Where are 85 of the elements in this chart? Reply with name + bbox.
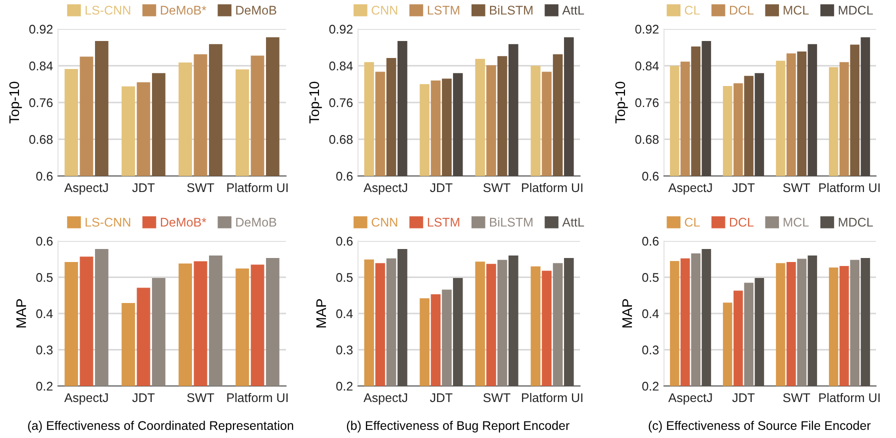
x-tick-label: SWT bbox=[783, 183, 810, 192]
y-tick-label: 0.84 bbox=[329, 62, 353, 70]
y-axis-title: Top-10 bbox=[309, 82, 322, 124]
legend-label: BiLSTM bbox=[490, 217, 532, 227]
x-tick-label: AspectJ bbox=[364, 183, 408, 195]
y-tick-label: 0.92 bbox=[635, 24, 659, 34]
text: CL bbox=[684, 218, 700, 227]
y-tick-label: 0.92 bbox=[329, 24, 353, 34]
y-tick-label: 0.6 bbox=[336, 236, 353, 246]
y-tick-label: 0.68 bbox=[29, 135, 53, 144]
y-axis-title: Top-10 bbox=[9, 82, 22, 124]
x-tick-label: Platform UI bbox=[227, 392, 288, 402]
text: DCL bbox=[730, 218, 754, 227]
y-tick-label: 0.6 bbox=[642, 172, 659, 181]
legend-label: MDCL bbox=[838, 218, 873, 227]
text: (c) Effectiveness of Source File Encoder bbox=[648, 420, 871, 432]
x-tick-label: SWT bbox=[187, 183, 214, 192]
legend-label: AttL bbox=[562, 218, 584, 227]
y-axis-title: Top-10 bbox=[615, 82, 628, 124]
x-tick-label: AspectJ bbox=[64, 393, 108, 405]
x-tick-label: JDT bbox=[132, 183, 155, 192]
x-tick-label: Platform UI bbox=[227, 182, 288, 192]
text: CNN bbox=[372, 218, 398, 227]
y-tick-label: 0.3 bbox=[642, 346, 659, 354]
legend-label: DeMoB* bbox=[160, 218, 206, 227]
x-tick-label: JDT bbox=[732, 393, 755, 402]
legend-label: LS-CNN bbox=[86, 6, 130, 15]
y-tick-label: 0.2 bbox=[336, 382, 353, 391]
legend-label: DeMoB bbox=[236, 6, 276, 15]
legend-label: LS-CNN bbox=[86, 218, 130, 227]
x-tick-label: SWT bbox=[187, 393, 214, 402]
y-tick-label: 0.76 bbox=[29, 98, 53, 108]
y-tick-label: 0.6 bbox=[36, 236, 53, 246]
legend-label: LSTM bbox=[428, 218, 460, 227]
text: DCL bbox=[730, 6, 754, 15]
x-tick-label: JDT bbox=[132, 393, 155, 402]
legend-label: MDCL bbox=[838, 6, 873, 15]
y-tick-label: 0.84 bbox=[29, 62, 53, 70]
x-tick-label: Platform UI bbox=[819, 182, 880, 192]
x-tick-label: JDT bbox=[430, 183, 452, 192]
y-axis-title: MAP bbox=[622, 299, 632, 328]
y-tick-label: 0.76 bbox=[329, 98, 353, 108]
y-tick-label: 0.68 bbox=[635, 135, 659, 144]
y-tick-label: 0.6 bbox=[336, 172, 353, 181]
y-tick-label: 0.4 bbox=[642, 309, 659, 318]
y-tick-label: 0.5 bbox=[642, 273, 659, 282]
y-tick-label: 0.5 bbox=[36, 273, 53, 282]
y-tick-label: 0.4 bbox=[336, 309, 353, 318]
text: (a) Effectiveness of Coordinated Representation bbox=[28, 420, 294, 432]
x-tick-label: AspectJ bbox=[364, 393, 408, 405]
legend-label: BiLSTM bbox=[490, 5, 532, 15]
y-tick-label: 0.6 bbox=[36, 172, 53, 181]
x-tick-label: AspectJ bbox=[668, 183, 712, 195]
x-tick-label: SWT bbox=[783, 393, 810, 402]
x-tick-label: Platform UI bbox=[522, 392, 582, 402]
x-tick-label: JDT bbox=[732, 183, 755, 192]
legend-label: MCL bbox=[784, 218, 809, 227]
x-tick-label: JDT bbox=[430, 393, 452, 402]
text: (b) Effectiveness of Bug Report Encoder bbox=[346, 420, 570, 432]
y-tick-label: 0.2 bbox=[642, 382, 659, 391]
x-tick-label: AspectJ bbox=[668, 393, 712, 405]
y-tick-label: 0.3 bbox=[36, 346, 53, 354]
y-tick-label: 0.68 bbox=[329, 135, 353, 144]
legend-label: DeMoB bbox=[236, 218, 276, 227]
x-tick-label: SWT bbox=[483, 183, 510, 192]
x-tick-label: Platform UI bbox=[522, 182, 582, 192]
y-tick-label: 0.4 bbox=[36, 309, 53, 318]
y-tick-label: 0.5 bbox=[336, 273, 353, 282]
y-axis-title: MAP bbox=[316, 299, 326, 328]
legend-label: MCL bbox=[784, 6, 809, 15]
text: CNN bbox=[372, 6, 398, 15]
text: CL bbox=[684, 6, 700, 15]
legend-label: LSTM bbox=[428, 6, 460, 15]
x-tick-label: Platform UI bbox=[819, 392, 880, 402]
y-tick-label: 0.2 bbox=[36, 382, 53, 391]
y-tick-label: 0.84 bbox=[635, 62, 659, 70]
x-tick-label: AspectJ bbox=[64, 183, 108, 195]
y-tick-label: 0.6 bbox=[642, 236, 659, 246]
x-tick-label: SWT bbox=[483, 393, 510, 402]
legend-label: DeMoB* bbox=[160, 6, 206, 15]
y-tick-label: 0.76 bbox=[635, 98, 659, 108]
y-axis-title: MAP bbox=[16, 299, 26, 328]
legend-label: AttL bbox=[562, 6, 584, 15]
y-tick-label: 0.92 bbox=[29, 24, 53, 34]
y-tick-label: 0.3 bbox=[336, 346, 353, 354]
